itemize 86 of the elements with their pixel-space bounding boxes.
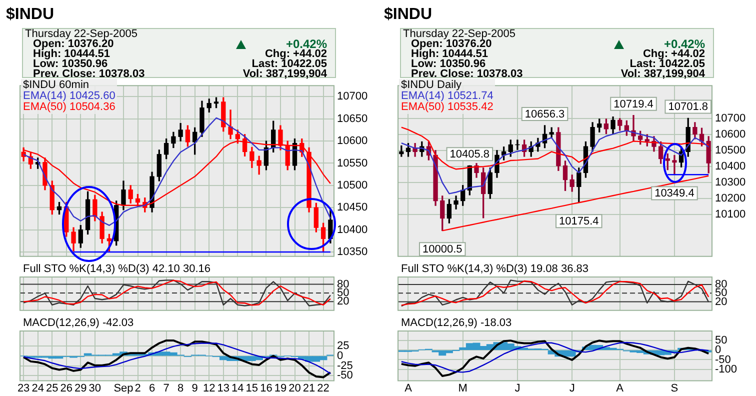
annotation: 10405.8 (450, 148, 490, 161)
y-tick-label: 10300 (715, 176, 746, 189)
y-tick-label: 10450 (337, 202, 368, 214)
text: EMA(50) 10504.36 (23, 101, 116, 113)
chart-title: $INDU (384, 6, 432, 24)
x-tick-label: 14 (232, 382, 244, 394)
x-tick-label: 24 (32, 382, 44, 394)
text: Low: 10350.96 (410, 58, 486, 70)
x-tick-label: 30 (88, 382, 102, 394)
text: Chg: +44.02 (642, 48, 706, 60)
chart-subtitle: MACD(12,26,9) -18.03 (401, 317, 512, 329)
series-label: EMA(50) 10535.42 (401, 101, 494, 113)
x-tick-label: 13 (217, 382, 230, 394)
y-tick-label: 25 (337, 340, 350, 352)
text: Open: 10376.20 (33, 38, 114, 50)
x-tick-label: 9 (192, 382, 198, 394)
y-tick-label: -50 (715, 354, 731, 366)
x-tick-label: 12 (202, 382, 216, 394)
chart-subtitle: MACD(12,26,9) -42.03 (23, 317, 134, 329)
chart-subtitle: $INDU Daily (401, 79, 463, 91)
y-tick-label: 10650 (337, 112, 368, 125)
x-tick-label: 2 (134, 382, 141, 394)
x-tick-label: 21 (302, 382, 316, 394)
x-tick-label: 29 (74, 382, 87, 394)
text: EMA(14) 10521.74 (401, 90, 494, 102)
x-tick-label: M (458, 382, 468, 394)
y-tick-label: -50 (337, 370, 353, 382)
text: Last: 10422.05 (630, 58, 706, 70)
y-tick-label: 10700 (715, 112, 746, 125)
y-tick-label: 10400 (337, 224, 368, 236)
y-tick-label: 10600 (715, 128, 746, 141)
chart-subtitle: Full STO %K(14,3) %D(3) 19.08 36.83 (401, 263, 588, 275)
x-tick-label: 8 (178, 382, 184, 394)
x-tick-label: 6 (148, 382, 156, 394)
y-tick-label: 0 (337, 350, 344, 362)
text: Prev. Close: 10378.03 (411, 68, 524, 80)
x-tick-label: J (569, 382, 575, 394)
y-tick-label: 20 (715, 296, 728, 308)
y-tick-label: 10500 (715, 144, 746, 157)
x-tick-label: 20 (288, 382, 301, 394)
text: High: 10444.51 (32, 48, 112, 60)
x-tick-label: Sep (114, 382, 134, 394)
text: EMA(14) 10425.60 (23, 90, 116, 102)
text: Low: 10350.96 (32, 58, 108, 70)
y-tick-label: 10200 (715, 192, 746, 205)
x-tick-label: 7 (163, 382, 170, 394)
x-tick-label: 26 (60, 382, 73, 394)
annotation: 10656.3 (524, 108, 565, 121)
annotation: 10349.4 (654, 188, 694, 200)
y-tick-label: -25 (337, 360, 353, 372)
y-tick-label: 0 (715, 344, 722, 356)
text: Last: 10422.05 (252, 58, 328, 70)
x-tick-label: 22 (317, 382, 330, 394)
x-tick-label: 19 (274, 382, 287, 394)
x-tick-label: 15 (246, 382, 258, 394)
y-tick-label: -100 (715, 363, 738, 376)
x-tick-label: A (404, 382, 413, 394)
y-tick-label: 10550 (337, 157, 368, 170)
annotation: 10719.4 (614, 98, 654, 110)
x-tick-label: 25 (46, 382, 58, 394)
annotation: 10175.4 (559, 216, 599, 228)
x-tick-label: 23 (17, 382, 30, 394)
x-tick-label: A (616, 382, 624, 394)
annotation: 10701.8 (668, 101, 708, 114)
x-tick-label: 16 (260, 382, 272, 394)
text: Vol: 387,199,904 (620, 68, 706, 80)
y-tick-label: 10400 (715, 160, 746, 173)
chart-subtitle: $INDU 60min (23, 79, 90, 91)
x-tick-label: S (670, 382, 678, 394)
x-tick-label: J (514, 382, 520, 394)
text: Prev. Close: 10378.03 (33, 68, 146, 80)
y-tick-label: 10500 (337, 179, 368, 192)
annotation: 10000.5 (422, 244, 462, 256)
text: Open: 10376.20 (411, 38, 492, 50)
text: Thursday 22-Sep-2005 (25, 28, 138, 40)
y-tick-label: 10350 (337, 246, 368, 258)
text: Chg: +44.02 (264, 48, 328, 60)
text: High: 10444.51 (410, 48, 490, 60)
chart-subtitle: Full STO %K(14,3) %D(3) 42.10 30.16 (23, 263, 210, 275)
chart-title: $INDU (6, 6, 54, 24)
text: Vol: 387,199,904 (242, 68, 328, 80)
y-tick-label: 50 (715, 334, 728, 347)
text: Thursday 22-Sep-2005 (403, 28, 516, 40)
y-tick-label: 10700 (337, 90, 368, 103)
y-tick-label: 10600 (337, 135, 368, 148)
y-tick-label: 10100 (715, 208, 746, 221)
